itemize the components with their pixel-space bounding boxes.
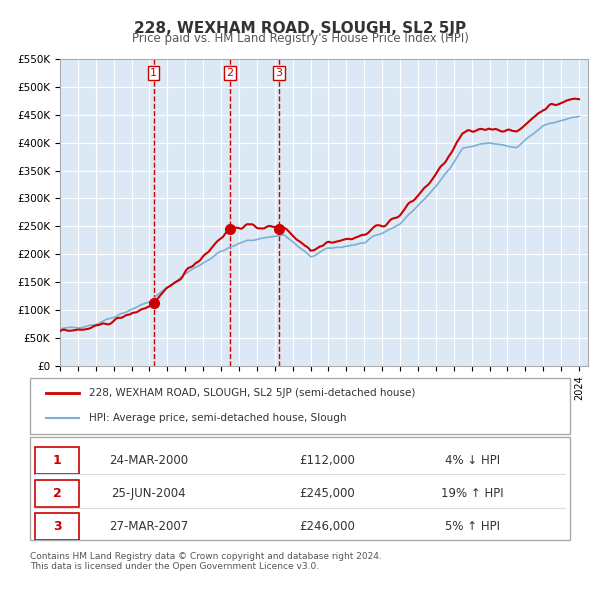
Text: 1: 1: [53, 454, 61, 467]
Text: 228, WEXHAM ROAD, SLOUGH, SL2 5JP (semi-detached house): 228, WEXHAM ROAD, SLOUGH, SL2 5JP (semi-…: [89, 388, 416, 398]
Text: 24-MAR-2000: 24-MAR-2000: [109, 454, 188, 467]
FancyBboxPatch shape: [30, 437, 570, 540]
Text: £245,000: £245,000: [299, 487, 355, 500]
FancyBboxPatch shape: [35, 447, 79, 474]
FancyBboxPatch shape: [35, 480, 79, 507]
Text: This data is licensed under the Open Government Licence v3.0.: This data is licensed under the Open Gov…: [30, 562, 319, 571]
Text: £246,000: £246,000: [299, 520, 355, 533]
Text: 228, WEXHAM ROAD, SLOUGH, SL2 5JP: 228, WEXHAM ROAD, SLOUGH, SL2 5JP: [134, 21, 466, 35]
Text: 4% ↓ HPI: 4% ↓ HPI: [445, 454, 500, 467]
Text: 19% ↑ HPI: 19% ↑ HPI: [442, 487, 504, 500]
Text: 3: 3: [53, 520, 61, 533]
Text: 25-JUN-2004: 25-JUN-2004: [112, 487, 186, 500]
Text: 27-MAR-2007: 27-MAR-2007: [109, 520, 188, 533]
Text: £112,000: £112,000: [299, 454, 355, 467]
Text: 5% ↑ HPI: 5% ↑ HPI: [445, 520, 500, 533]
FancyBboxPatch shape: [35, 513, 79, 540]
Text: 2: 2: [53, 487, 61, 500]
Text: 1: 1: [150, 68, 157, 78]
Text: Price paid vs. HM Land Registry's House Price Index (HPI): Price paid vs. HM Land Registry's House …: [131, 32, 469, 45]
Text: HPI: Average price, semi-detached house, Slough: HPI: Average price, semi-detached house,…: [89, 413, 347, 423]
Text: Contains HM Land Registry data © Crown copyright and database right 2024.: Contains HM Land Registry data © Crown c…: [30, 552, 382, 560]
Text: 2: 2: [226, 68, 233, 78]
Text: 3: 3: [275, 68, 283, 78]
FancyBboxPatch shape: [30, 378, 570, 434]
